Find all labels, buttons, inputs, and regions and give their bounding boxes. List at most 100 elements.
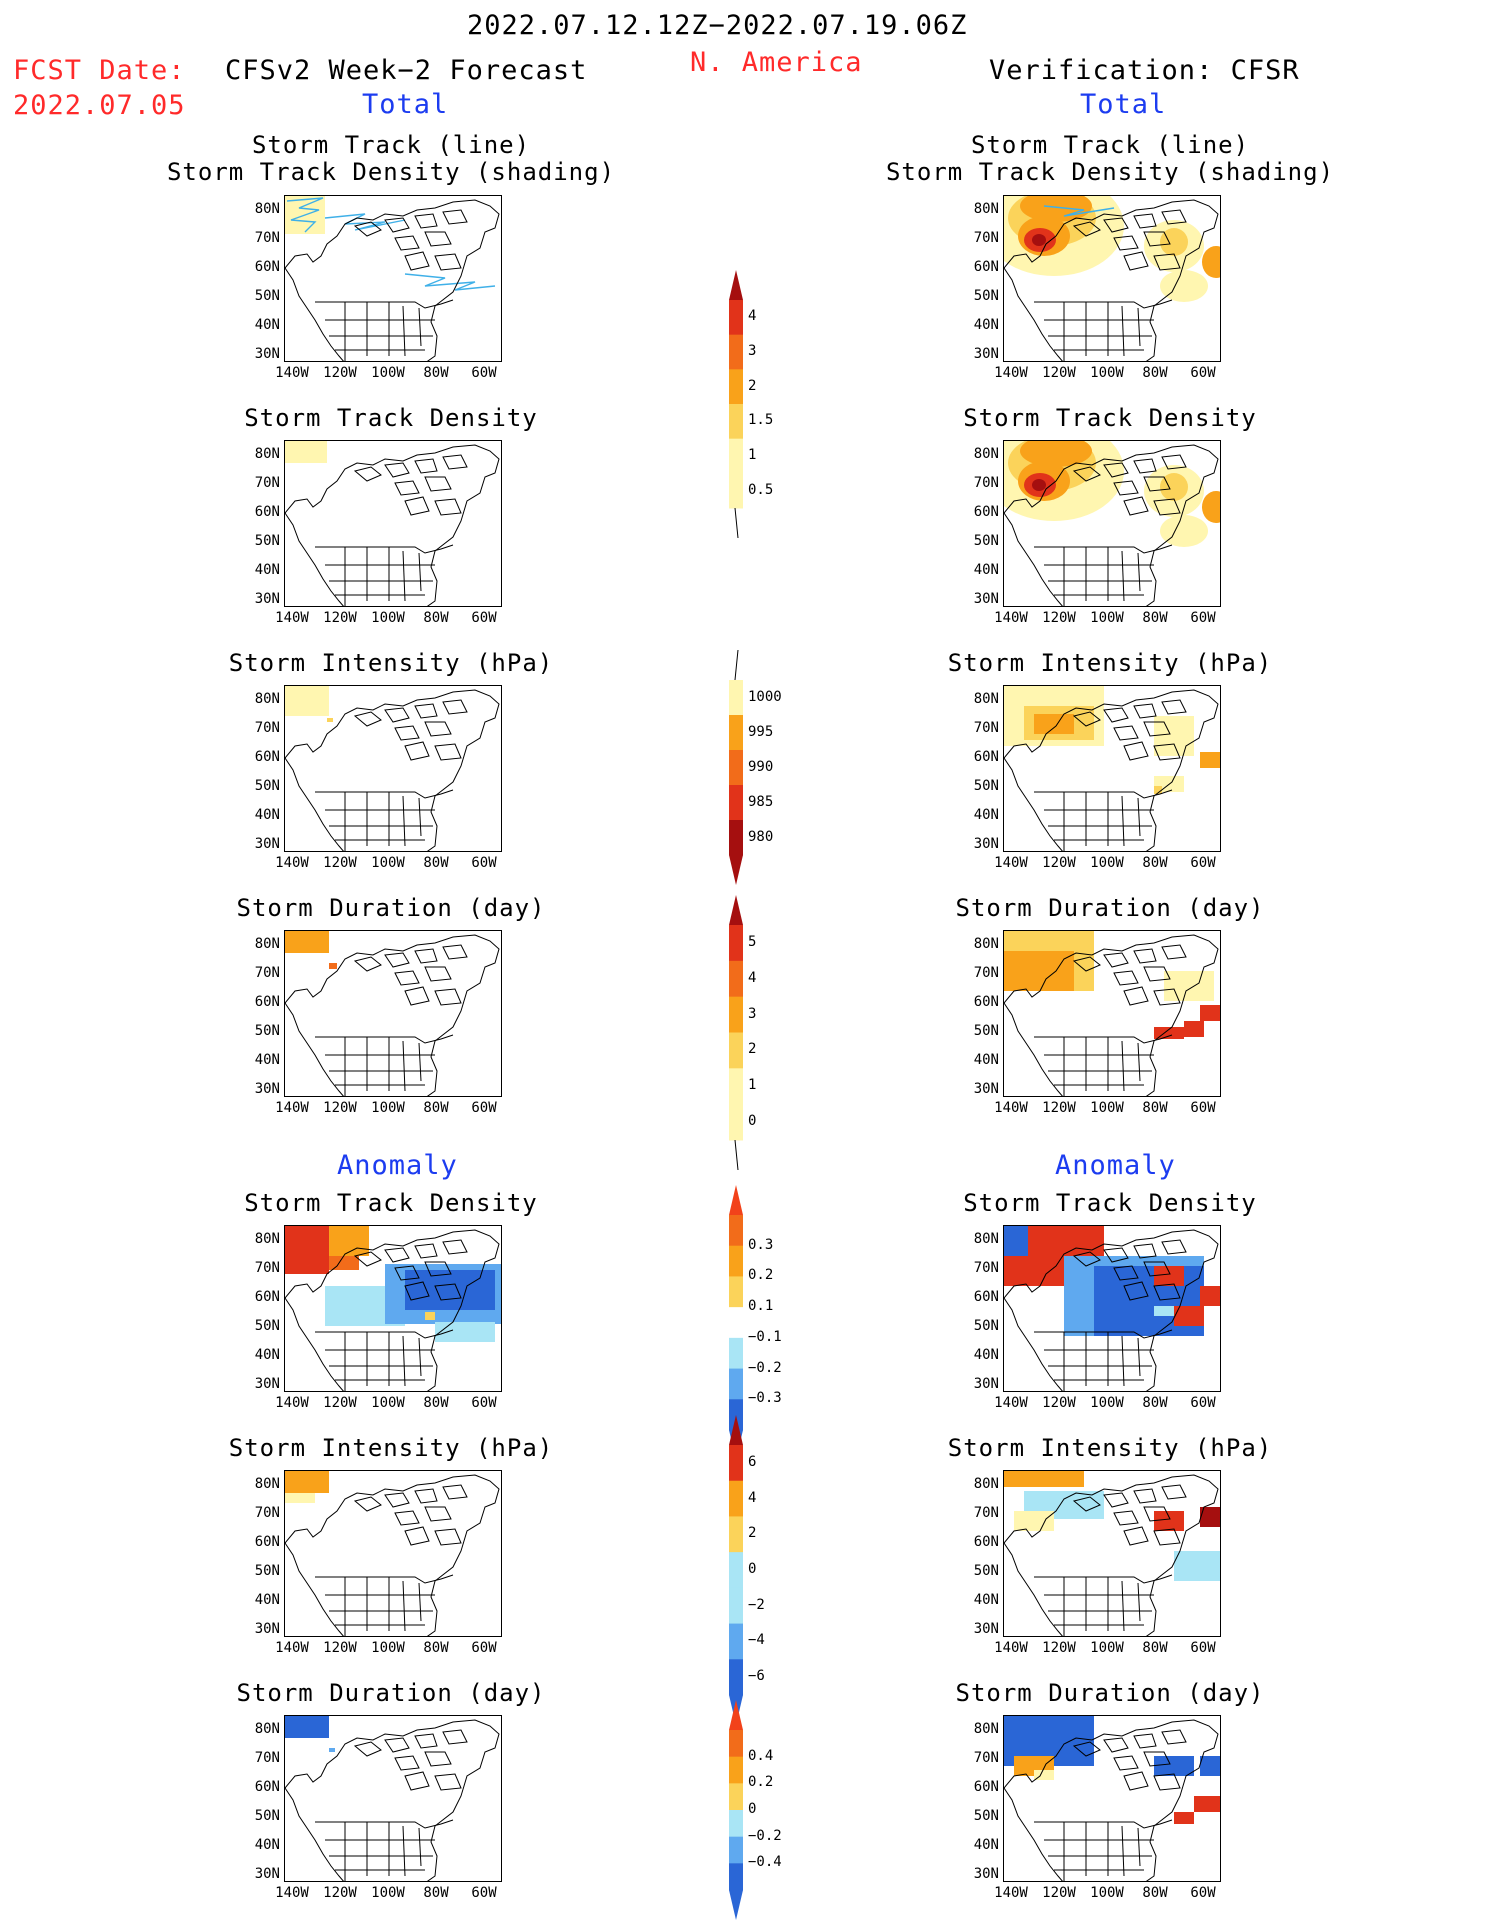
colorbar-level-label: 0.5 [748, 481, 774, 498]
forecast-panel-0 [284, 195, 502, 362]
cfsr-panel-4 [1003, 1225, 1221, 1392]
state-boundary [402, 1580, 406, 1632]
arctic-island [394, 480, 420, 496]
shade-cell [1154, 1511, 1184, 1531]
lon-tick-label: 120W [323, 1100, 357, 1116]
storm-track-line [324, 213, 406, 231]
coastline [1004, 1474, 1219, 1636]
panel-title: Storm Intensity (hPa) [947, 1434, 1273, 1462]
state-boundary [402, 550, 406, 602]
west-coastline [1004, 267, 1063, 361]
us-canada-border [315, 1819, 454, 1829]
lon-tick-label: 60W [471, 610, 497, 626]
lon-tick-label: 80W [423, 610, 449, 626]
colorbar-level-label: 2 [748, 377, 757, 394]
lat-tick-label: 70N [973, 230, 999, 246]
arctic-island [1143, 1506, 1171, 1522]
lon-tick-label: 100W [1090, 1395, 1124, 1411]
coastline [285, 444, 500, 606]
coastline [1004, 1229, 1219, 1391]
lat-tick-label: 80N [254, 446, 280, 462]
lat-tick-label: 70N [254, 475, 280, 491]
state-boundary [1121, 795, 1125, 847]
west-coastline [1004, 512, 1063, 606]
lon-tick-label: 120W [1042, 855, 1076, 871]
shade-cell [329, 1226, 369, 1256]
right-column-title: Verification: CFSR [989, 55, 1300, 86]
colorbar-level-label: 1 [748, 447, 757, 463]
arctic-island [384, 1492, 410, 1508]
shade-cell [1014, 1511, 1054, 1531]
lon-tick-label: 140W [275, 1395, 309, 1411]
lat-tick-label: 40N [973, 807, 999, 823]
colorbar-level-label: 1.5 [748, 412, 774, 429]
lon-tick-label: 140W [275, 1640, 309, 1656]
lon-tick-label: 100W [371, 1885, 405, 1901]
arctic-island [414, 948, 438, 964]
lat-tick-label: 30N [973, 836, 999, 852]
arctic-island [1103, 707, 1129, 723]
shade-cell [327, 718, 333, 722]
shade-cell [1004, 1226, 1028, 1256]
state-boundary [418, 1827, 422, 1867]
arctic-island [414, 1488, 438, 1504]
arctic-island [1123, 1771, 1149, 1791]
shade-cell [1154, 786, 1162, 794]
state-boundary [1121, 1580, 1125, 1632]
arctic-island [1133, 1243, 1157, 1259]
lon-tick-label: 120W [1042, 610, 1076, 626]
shade-cell [1034, 1770, 1054, 1780]
arctic-island [353, 221, 382, 237]
shade-cell [1034, 714, 1074, 734]
arctic-island [424, 1261, 452, 1277]
lat-tick-label: 70N [254, 1750, 280, 1766]
colorbar-segment [729, 1245, 743, 1277]
lat-tick-label: 50N [254, 778, 280, 794]
arctic-island [424, 721, 452, 737]
lon-tick-label: 120W [1042, 1395, 1076, 1411]
colorbar-segment [729, 1863, 743, 1891]
arctic-island [1072, 1251, 1101, 1267]
colorbar-level-label: 3 [748, 343, 757, 359]
arctic-island [1103, 952, 1129, 968]
lat-tick-label: 50N [254, 1318, 280, 1334]
lat-tick-label: 70N [973, 1260, 999, 1276]
us-canada-border [315, 1034, 454, 1044]
shade-cell [1200, 752, 1220, 768]
arctic-island [414, 1733, 438, 1749]
arctic-island [1113, 235, 1139, 251]
lon-tick-label: 120W [1042, 365, 1076, 381]
lon-tick-label: 100W [1090, 610, 1124, 626]
lat-tick-label: 60N [973, 1779, 999, 1795]
shade-cell [285, 1226, 329, 1274]
shade-area [1202, 491, 1220, 523]
colorbar-level-label: 4 [748, 1489, 757, 1506]
arctic-island [1133, 948, 1157, 964]
state-boundary [1121, 1825, 1125, 1877]
lat-tick-label: 30N [973, 1866, 999, 1882]
west-coastline [1004, 1542, 1063, 1636]
arctic-island [353, 1251, 382, 1267]
west-coastline [1004, 1002, 1063, 1096]
colorbar-level-label: −6 [748, 1668, 765, 1685]
colorbar-level-label: 1000 [748, 688, 782, 705]
colorbar-intensity-total [729, 650, 743, 885]
arctic-island [1153, 988, 1181, 1006]
lat-tick-label: 40N [973, 1052, 999, 1068]
lat-tick-label: 40N [254, 1052, 280, 1068]
arctic-island [442, 699, 468, 715]
lat-tick-label: 30N [973, 1081, 999, 1097]
shade-cell [285, 931, 329, 953]
colorbar-segment [729, 1276, 743, 1308]
colorbar-segment [729, 1836, 743, 1864]
lat-tick-label: 40N [254, 807, 280, 823]
shade-cell [1194, 1796, 1220, 1812]
arctic-island [1072, 466, 1101, 482]
shade-cell [1200, 1756, 1220, 1776]
lat-tick-label: 30N [973, 1621, 999, 1637]
arctic-island [1143, 721, 1171, 737]
lon-tick-label: 80W [423, 1100, 449, 1116]
arctic-island [1113, 1265, 1139, 1281]
forecast-panel-1 [284, 440, 502, 607]
lat-tick-label: 60N [254, 1779, 280, 1795]
